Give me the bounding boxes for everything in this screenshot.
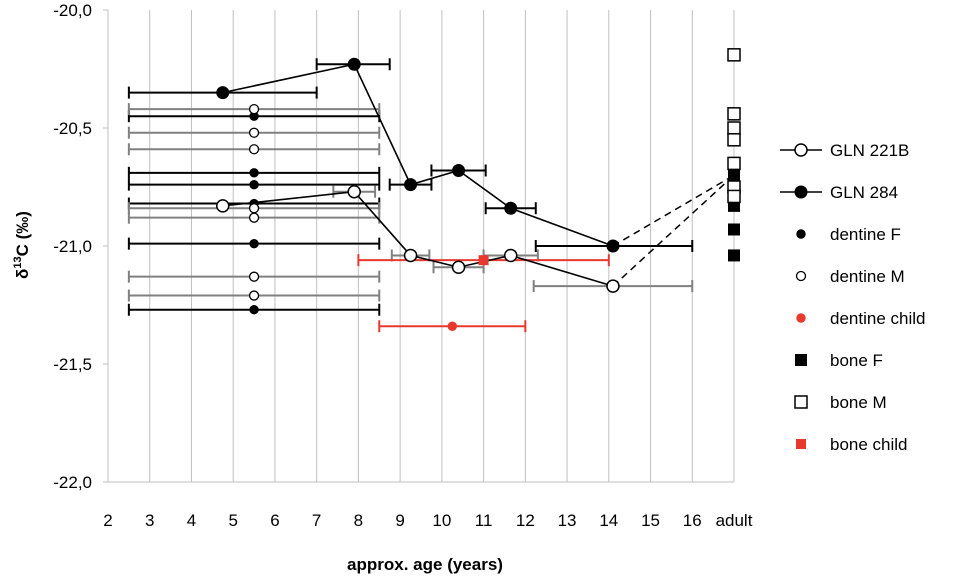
legend-marker [795,354,807,366]
gln-284-point [606,239,620,253]
y-tick-label: -21,5 [53,355,92,374]
bone-m-point [727,156,741,171]
y-axis-title-suffix: C (‰) [13,211,32,256]
dentine-m-point [248,290,260,301]
legend-label: bone child [830,435,908,454]
gln-284-point [504,201,518,215]
dentine-m-point [248,103,260,115]
gln-284-dashed-line [612,174,735,247]
x-tick-label: 2 [103,511,112,530]
dentine-f-point [249,238,259,249]
series-lines [222,63,614,287]
x-tick-label: 5 [228,511,237,530]
legend-marker [794,185,808,199]
gln-284-point [347,57,361,71]
legend-item-bone-f: bone F [795,351,883,370]
legend-marker [795,270,807,282]
y-tick-label: -20,0 [53,1,92,20]
legend-marker [794,143,808,157]
gln-284-point [404,178,418,192]
gln-221b-dashed-line [612,174,735,287]
y-axis-tick-labels: -20,0 -20,5 -21,0 -21,5 -22,0 [53,1,108,492]
legend-label: bone M [830,393,887,412]
legend-item-bone-child: bone child [796,435,908,454]
dentine-m-point [248,203,260,214]
dentine-m-point [248,127,260,138]
x-tick-label: 4 [187,511,196,530]
dentine-m-point [248,144,260,155]
data-markers [216,48,741,331]
x-tick-label: 7 [312,511,321,530]
legend-label: dentine M [830,267,905,286]
dashed-lines-to-adult [612,174,735,287]
legend-item-gln-284: GLN 284 [780,183,898,202]
gln-221b-point [451,260,466,274]
bone-m-point [727,189,741,204]
x-axis-title: approx. age (years) [347,555,503,574]
y-tick-label: -20,5 [53,119,92,138]
legend-marker [794,395,808,409]
bone-f-point [728,249,740,262]
dentine-child-point [447,321,457,331]
legend-item-dentine-f: dentine F [796,225,901,244]
x-axis-tick-labels: 2 3 4 5 6 7 8 9 10 11 12 13 14 15 16 adult [103,511,752,530]
legend-label: dentine F [830,225,901,244]
legend-label: GLN 284 [830,183,898,202]
dentine-m-point [248,212,260,223]
legend-marker [796,313,806,323]
y-axis-title-prefix: δ [13,269,32,279]
dentine-f-point [249,179,259,190]
x-tick-label: 3 [145,511,154,530]
gln-284-point [216,86,230,100]
bone-f-point [728,223,740,236]
gln-221b-point [606,279,620,293]
x-tick-label: 6 [270,511,279,530]
bone-m-point [727,107,741,121]
gln-284-line [222,63,614,247]
legend-item-dentine-m: dentine M [795,267,905,286]
legend-label: bone F [830,351,883,370]
x-tick-label: 12 [516,511,535,530]
bone-child-point [478,255,489,266]
legend-marker [796,229,806,239]
x-tick-label: 9 [395,511,404,530]
gln-284-point [452,163,466,177]
x-tick-label: 16 [683,511,702,530]
y-tick-label: -22,0 [53,473,92,492]
legend: GLN 221B GLN 284 dentine F dentine M dentine… [780,141,925,454]
gln-221b-point [503,248,518,263]
x-tick-label: adult [716,511,753,530]
dentine-f-point [249,168,259,178]
x-tick-label: 11 [475,511,493,530]
gln-221b-point [216,199,230,213]
x-tick-label: 8 [354,511,363,530]
y-axis-title-superscript: 13 [12,256,24,268]
gln-221b-line [222,190,614,287]
error-bars [127,58,694,333]
x-tick-label: 15 [641,511,660,530]
y-tick-label: -21,0 [53,237,92,256]
x-tick-label: 13 [558,511,577,530]
bone-m-point [727,121,741,135]
dentine-m-point [248,271,260,282]
bone-m-point [727,48,741,62]
y-axis-title: δ13C (‰) [12,211,32,279]
bone-f-point [728,169,740,182]
dentine-f-point [249,305,259,315]
x-tick-label: 10 [432,511,451,530]
legend-marker [796,439,806,449]
x-tick-label: 14 [599,511,618,530]
legend-item-gln-221b: GLN 221B [780,141,909,160]
bone-m-point [727,133,741,147]
legend-item-dentine-child: dentine child [796,309,925,328]
legend-label: GLN 221B [830,141,909,160]
gln-221b-point [403,248,418,263]
legend-item-bone-m: bone M [794,393,887,412]
gln-221b-point [347,184,361,199]
legend-label: dentine child [830,309,925,328]
